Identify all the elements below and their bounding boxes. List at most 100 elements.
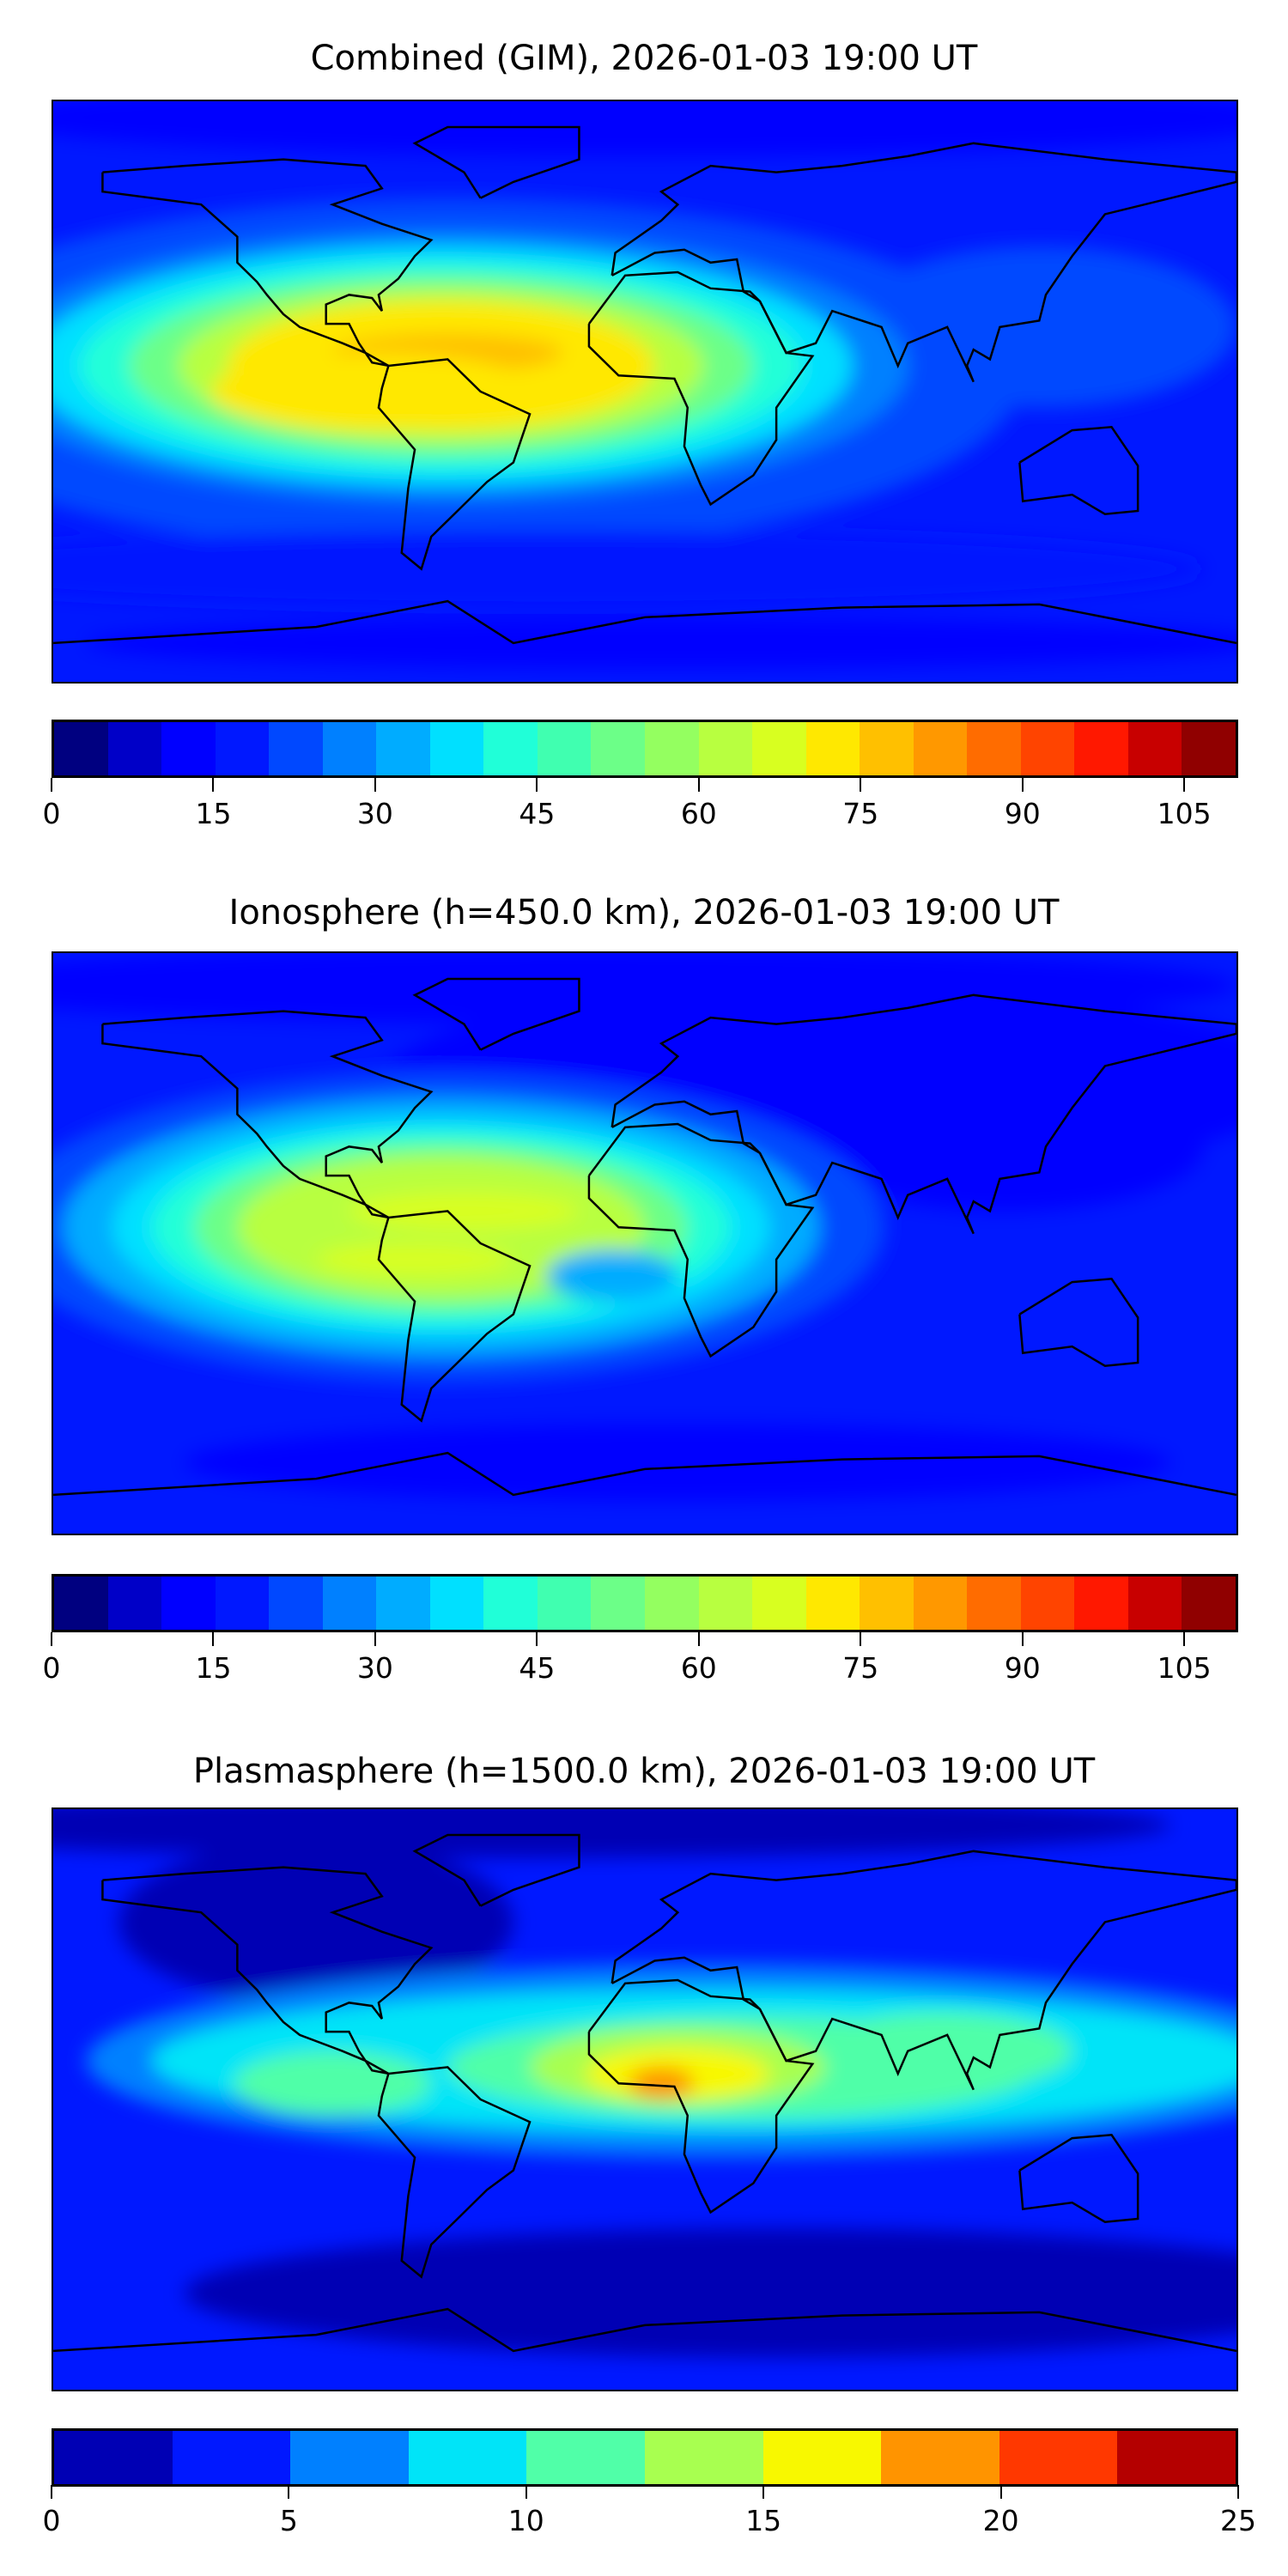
- colorbar-tick: [1237, 2485, 1239, 2499]
- panel-1-map: [52, 100, 1238, 683]
- coastline: [415, 979, 579, 1050]
- panel-1-title: Combined (GIM), 2026-01-03 19:00 UT: [310, 39, 978, 78]
- colorbar-segment: [999, 2431, 1118, 2484]
- colorbar-tick: [374, 1632, 376, 1646]
- colorbar-segment: [967, 1577, 1021, 1630]
- coastline: [589, 1980, 812, 2212]
- colorbar-segment: [54, 1577, 108, 1630]
- coastline: [102, 160, 431, 366]
- colorbar-tick: [1021, 1632, 1024, 1646]
- coastline: [379, 2067, 530, 2276]
- colorbar-segment: [805, 722, 860, 775]
- colorbar-segment: [591, 1577, 646, 1630]
- colorbar-tick-label: 25: [1220, 2504, 1256, 2537]
- contour-region: [628, 2067, 695, 2099]
- colorbar-segment: [1182, 722, 1236, 775]
- colorbar-tick-label: 10: [507, 2504, 544, 2537]
- colorbar-tick-label: 45: [519, 797, 556, 830]
- colorbar-tick-label: 20: [982, 2504, 1019, 2537]
- colorbar-segment: [429, 1577, 484, 1630]
- colorbar-segment: [537, 1577, 592, 1630]
- colorbar-segment: [107, 1577, 162, 1630]
- contour-region: [53, 1809, 1171, 1858]
- colorbar-segment: [215, 1577, 270, 1630]
- colorbar-tick-label: 75: [842, 797, 879, 830]
- colorbar-segment: [752, 722, 806, 775]
- colorbar-segment: [913, 1577, 968, 1630]
- colorbar-tick: [999, 2485, 1002, 2499]
- colorbar-segment: [322, 1577, 377, 1630]
- panel-2-colorbar: [52, 1574, 1238, 1632]
- colorbar-segment: [172, 2431, 291, 2484]
- colorbar-tick-label: 60: [680, 797, 717, 830]
- colorbar-segment: [376, 1577, 430, 1630]
- contour-region: [53, 530, 1204, 608]
- colorbar-tick: [860, 778, 862, 792]
- colorbar-segment: [752, 1577, 806, 1630]
- colorbar-segment: [1074, 722, 1128, 775]
- colorbar-segment: [269, 722, 323, 775]
- colorbar-tick-label: 105: [1157, 797, 1212, 830]
- colorbar-segment: [269, 1577, 323, 1630]
- contour-region: [546, 1249, 678, 1302]
- colorbar-tick: [697, 1632, 700, 1646]
- colorbar-tick-label: 5: [279, 2504, 298, 2537]
- colorbar-tick-label: 60: [680, 1651, 717, 1685]
- contour-region: [185, 2228, 1236, 2358]
- colorbar-segment: [429, 722, 484, 775]
- colorbar-segment: [526, 2431, 645, 2484]
- colorbar-tick: [212, 778, 215, 792]
- colorbar-tick-label: 15: [195, 1651, 232, 1685]
- contour-region: [53, 953, 1236, 1024]
- colorbar-tick-label: 45: [519, 1651, 556, 1685]
- colorbar-segment: [322, 722, 377, 775]
- coastline: [53, 1453, 1236, 1495]
- panel-1-colorbar: [52, 720, 1238, 778]
- contour-region: [86, 617, 1236, 669]
- colorbar-segment: [161, 1577, 216, 1630]
- coastline: [589, 272, 812, 504]
- colorbar-tick: [51, 2485, 52, 2499]
- colorbar-segment: [215, 722, 270, 775]
- contour-region: [185, 1424, 1171, 1502]
- colorbar-segment: [376, 722, 430, 775]
- colorbar-segment: [644, 2431, 763, 2484]
- colorbar-segment: [290, 2431, 409, 2484]
- contour-region: [234, 2050, 432, 2116]
- coastline: [379, 359, 530, 568]
- colorbar-segment: [967, 722, 1021, 775]
- colorbar-tick: [860, 1632, 862, 1646]
- colorbar-segment: [645, 722, 699, 775]
- colorbar-tick-label: 0: [42, 1651, 61, 1685]
- colorbar-segment: [54, 2431, 173, 2484]
- colorbar-segment: [860, 1577, 914, 1630]
- colorbar-tick: [212, 1632, 215, 1646]
- colorbar-segment: [54, 722, 108, 775]
- contour-region: [349, 1191, 580, 1230]
- coastline: [53, 2309, 1236, 2351]
- colorbar-tick: [762, 2485, 765, 2499]
- colorbar-segment: [161, 722, 216, 775]
- colorbar-segment: [645, 1577, 699, 1630]
- coastline: [1019, 1279, 1138, 1365]
- colorbar-segment: [483, 1577, 538, 1630]
- colorbar-tick-label: 0: [42, 797, 61, 830]
- contour-region: [316, 1243, 513, 1276]
- colorbar-tick: [697, 778, 700, 792]
- colorbar-tick: [536, 1632, 538, 1646]
- coastline: [1019, 427, 1138, 513]
- colorbar-tick-label: 30: [356, 797, 393, 830]
- colorbar-tick-label: 105: [1157, 1651, 1212, 1685]
- colorbar-segment: [913, 722, 968, 775]
- contour-region: [210, 352, 540, 431]
- coastline: [102, 1868, 431, 2074]
- colorbar-tick-label: 90: [1004, 797, 1041, 830]
- colorbar-segment: [860, 722, 914, 775]
- colorbar-tick: [1021, 778, 1024, 792]
- colorbar-tick: [1183, 1632, 1186, 1646]
- colorbar-segment: [881, 2431, 999, 2484]
- panel-3-map: [52, 1807, 1238, 2391]
- colorbar-segment: [1020, 722, 1075, 775]
- colorbar-segment: [698, 722, 753, 775]
- colorbar-tick: [525, 2485, 527, 2499]
